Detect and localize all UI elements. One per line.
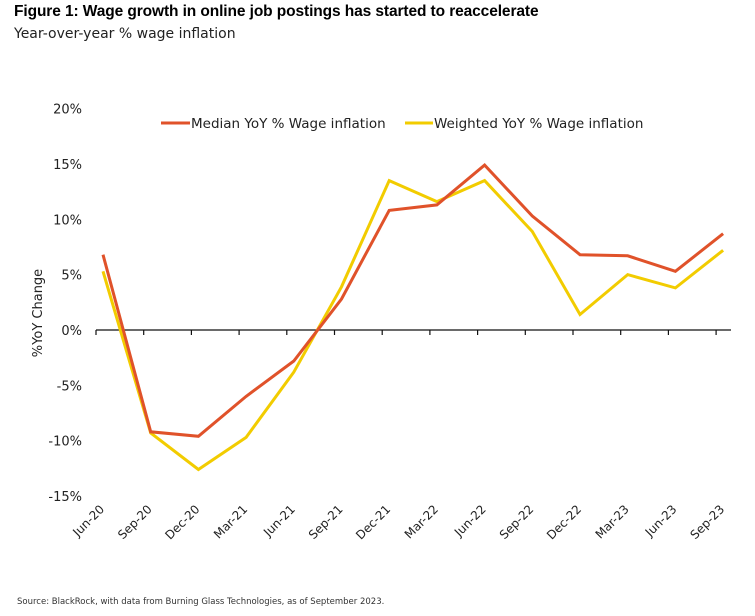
y-tick-label: 10% [53,213,82,228]
y-tick-label: 0% [61,324,82,339]
x-tick-label: Dec-21 [353,502,393,542]
chart-subtitle: Year-over-year % wage inflation [14,26,236,42]
y-tick-label: 15% [53,158,82,173]
x-tick-label: Dec-20 [162,502,202,542]
x-tick-label: Mar-22 [402,502,441,541]
source-note: Source: BlackRock, with data from Burnin… [17,597,385,607]
series-line-weighted [101,178,725,472]
y-axis-title: %YoY Change [31,269,46,357]
x-tick-label: Jun-23 [642,502,680,540]
x-tick-label: Jun-20 [69,502,107,540]
legend-item-weighted: Weighted YoY % Wage inflation [405,116,643,132]
y-axis-ticks: 20% 15% 10% 5% 0% -5% -10% -15% [48,103,82,505]
x-tick-label: Dec-22 [544,502,584,542]
x-tick-label: Sep-22 [497,502,537,542]
x-axis-labels: Jun-20 Sep-20 Dec-20 Mar-21 Jun-21 Sep-21 Dec-… [69,502,727,542]
y-tick-label: -15% [48,490,82,505]
x-tick-label: Mar-21 [211,502,250,541]
y-tick-label: 20% [53,103,82,118]
y-tick-label: 5% [61,269,82,284]
series-lines [101,163,725,472]
chart-title: Figure 1: Wage growth in online job post… [14,3,539,20]
series-line-median [101,163,725,438]
x-tick-label: Jun-21 [260,502,298,540]
y-tick-label: -5% [57,379,82,394]
y-tick-label: -10% [48,435,82,450]
x-axis [95,329,731,335]
legend: Median YoY % Wage inflation Weighted YoY… [161,116,643,132]
x-tick-label: Sep-23 [687,502,727,542]
x-tick-label: Sep-20 [115,502,155,542]
legend-label-weighted: Weighted YoY % Wage inflation [434,116,643,132]
x-tick-label: Mar-23 [593,502,632,541]
legend-item-median: Median YoY % Wage inflation [161,116,386,132]
x-tick-label: Sep-21 [306,502,346,542]
legend-label-median: Median YoY % Wage inflation [191,116,386,132]
x-tick-label: Jun-22 [451,502,489,540]
